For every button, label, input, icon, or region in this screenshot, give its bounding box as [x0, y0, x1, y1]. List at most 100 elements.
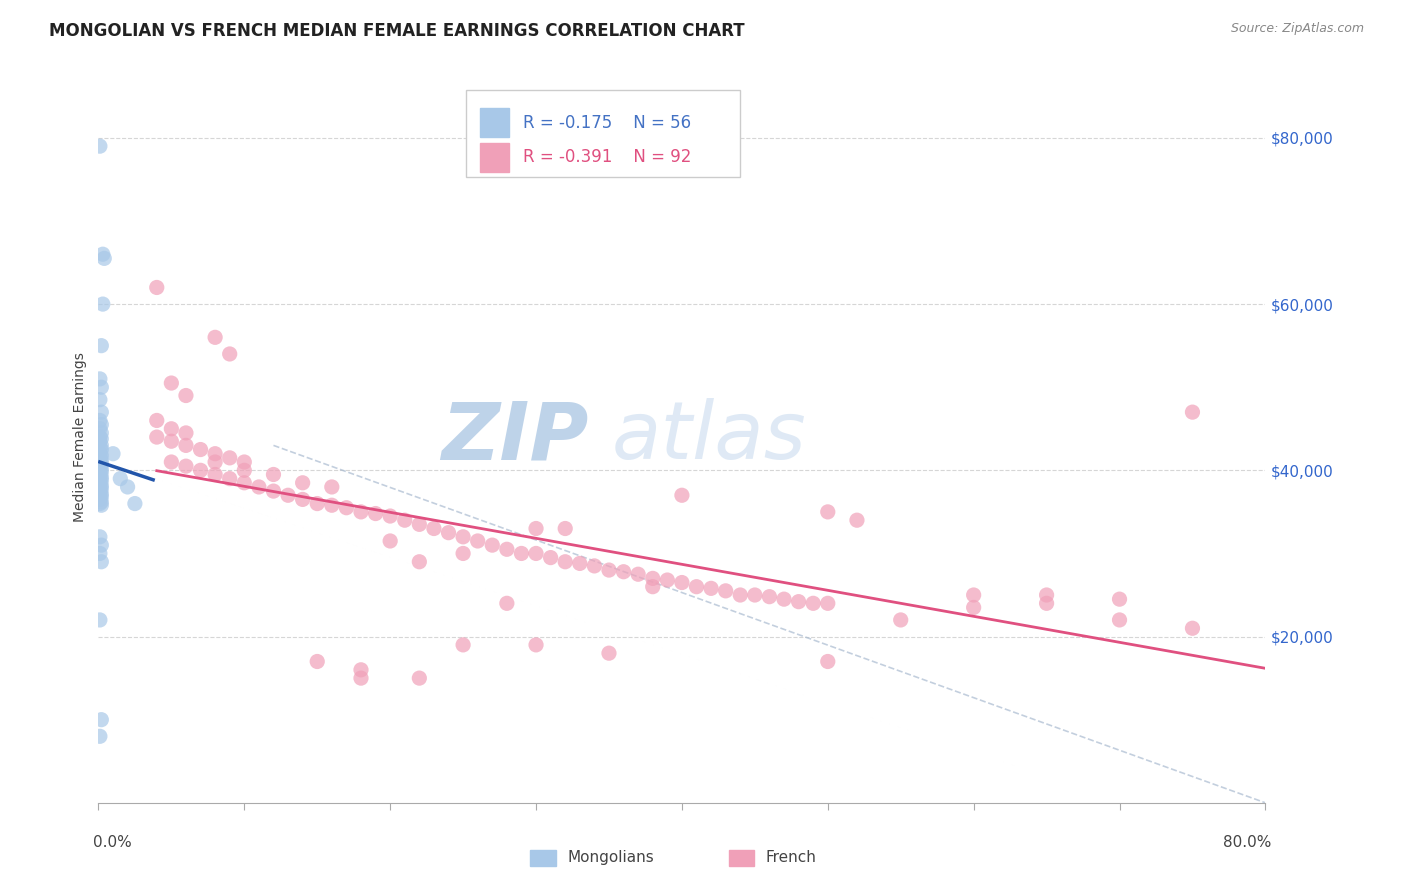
Point: [496, 596, 519, 610]
Point: [233, 463, 256, 477]
Point: [89, 422, 111, 436]
Point: [247, 480, 270, 494]
Point: [408, 555, 430, 569]
Point: [90, 465, 112, 479]
Point: [89, 139, 111, 153]
Point: [787, 594, 810, 608]
Point: [89, 430, 111, 444]
Point: [671, 575, 693, 590]
Point: [540, 550, 562, 565]
Point: [89, 729, 111, 743]
Bar: [530, 850, 555, 866]
Point: [89, 392, 111, 407]
Point: [657, 573, 679, 587]
Point: [394, 513, 416, 527]
Point: [641, 580, 664, 594]
Point: [1035, 588, 1057, 602]
Point: [204, 455, 226, 469]
Text: Mongolians: Mongolians: [568, 850, 654, 865]
Point: [174, 388, 197, 402]
Point: [380, 533, 402, 548]
Point: [89, 492, 111, 507]
FancyBboxPatch shape: [465, 90, 741, 178]
Point: [218, 450, 240, 465]
Point: [124, 497, 146, 511]
Point: [437, 525, 460, 540]
Point: [364, 507, 387, 521]
Point: [90, 713, 112, 727]
Point: [744, 588, 766, 602]
Point: [89, 450, 111, 465]
Point: [598, 646, 620, 660]
Point: [89, 463, 111, 477]
Point: [89, 475, 111, 490]
Point: [451, 638, 474, 652]
Point: [89, 455, 111, 469]
Point: [817, 505, 839, 519]
Point: [277, 488, 299, 502]
Point: [685, 580, 707, 594]
Point: [1181, 621, 1204, 635]
Point: [90, 470, 112, 484]
Point: [380, 509, 402, 524]
Point: [89, 459, 111, 474]
Point: [962, 588, 984, 602]
Point: [146, 430, 169, 444]
Point: [146, 280, 169, 294]
Point: [204, 330, 226, 344]
Point: [91, 247, 114, 261]
Point: [90, 405, 112, 419]
Point: [204, 467, 226, 482]
Point: [90, 555, 112, 569]
Point: [1108, 613, 1130, 627]
Point: [218, 472, 240, 486]
Point: [962, 600, 984, 615]
Point: [90, 486, 112, 500]
Point: [90, 538, 112, 552]
Point: [700, 582, 723, 596]
Y-axis label: Median Female Earnings: Median Female Earnings: [73, 352, 87, 522]
Point: [117, 480, 139, 494]
Point: [146, 413, 169, 427]
Point: [321, 498, 343, 512]
Point: [598, 563, 620, 577]
Point: [90, 338, 112, 352]
Point: [321, 480, 343, 494]
Point: [91, 297, 114, 311]
Bar: [728, 850, 754, 866]
Point: [262, 484, 284, 499]
Point: [467, 533, 489, 548]
Point: [233, 475, 256, 490]
Point: [160, 455, 183, 469]
Point: [90, 495, 112, 509]
Point: [554, 555, 576, 569]
Point: [90, 478, 112, 492]
Point: [93, 252, 115, 266]
Point: [554, 521, 576, 535]
Point: [350, 671, 373, 685]
Bar: [479, 143, 509, 172]
Point: [190, 442, 212, 457]
Point: [90, 498, 112, 512]
Point: [510, 546, 533, 560]
Point: [524, 638, 547, 652]
Point: [423, 521, 446, 535]
Point: [262, 467, 284, 482]
Point: [568, 557, 591, 571]
Point: [1181, 405, 1204, 419]
Point: [524, 546, 547, 560]
Point: [801, 596, 824, 610]
Point: [174, 438, 197, 452]
Point: [89, 372, 111, 386]
Point: [89, 472, 111, 486]
Text: Source: ZipAtlas.com: Source: ZipAtlas.com: [1230, 22, 1364, 36]
Point: [190, 463, 212, 477]
Point: [204, 447, 226, 461]
Point: [89, 413, 111, 427]
Point: [671, 488, 693, 502]
Point: [583, 558, 606, 573]
Point: [1035, 596, 1057, 610]
Point: [627, 567, 650, 582]
Point: [89, 447, 111, 461]
Text: R = -0.391    N = 92: R = -0.391 N = 92: [523, 148, 692, 166]
